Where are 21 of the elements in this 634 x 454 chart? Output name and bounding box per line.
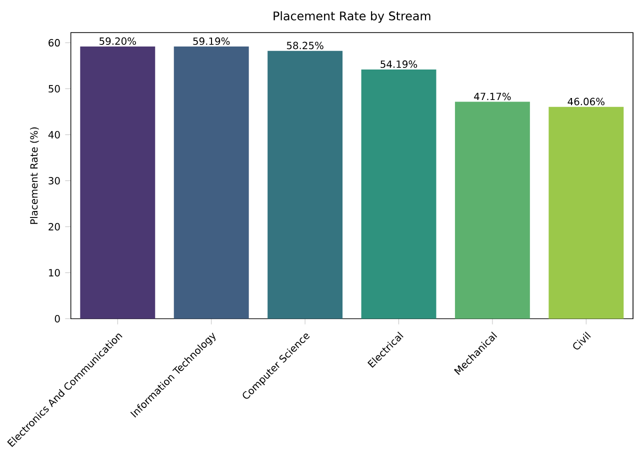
- data-label: 46.06%: [568, 98, 604, 106]
- y-tick-label: 20: [48, 222, 60, 230]
- y-tick-label: 60: [48, 39, 60, 47]
- bar: [361, 69, 436, 319]
- y-tick-label: 30: [48, 176, 60, 184]
- data-label: 59.20%: [100, 37, 136, 45]
- data-label: 47.17%: [474, 92, 511, 100]
- chart-title: Placement Rate by Stream: [274, 11, 430, 23]
- y-tick-label: 40: [48, 131, 60, 138]
- data-label: 58.25%: [286, 42, 324, 50]
- data-label: 54.19%: [380, 60, 418, 68]
- y-axis-title: Placement Rate (%): [30, 127, 39, 224]
- y-tick-label: 0: [54, 314, 60, 322]
- bar: [80, 46, 156, 319]
- y-tick-label: 50: [48, 85, 60, 93]
- bar: [174, 46, 249, 319]
- data-label: 59.19%: [193, 37, 230, 45]
- bar: [454, 102, 530, 319]
- bar: [268, 50, 343, 319]
- bar: [548, 106, 624, 319]
- y-tick-label: 10: [49, 268, 60, 276]
